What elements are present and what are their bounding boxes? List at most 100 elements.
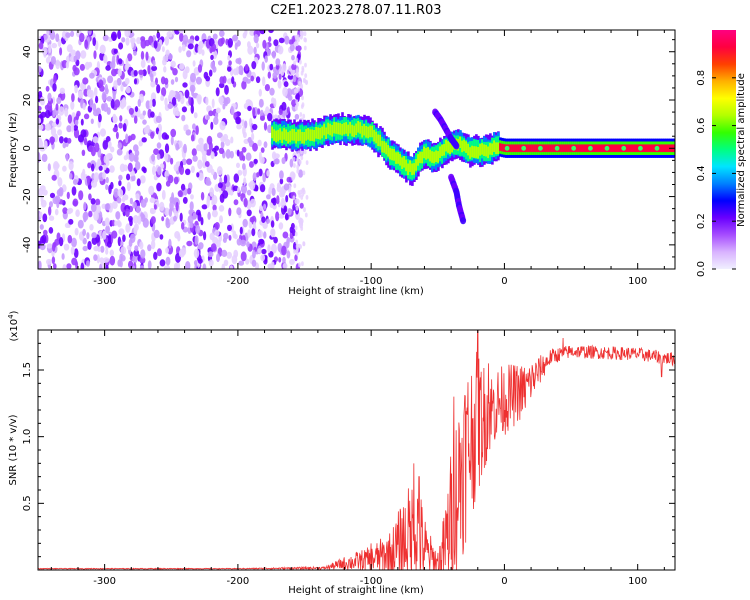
noise-speck bbox=[173, 262, 179, 269]
noise-speck bbox=[164, 77, 169, 85]
noise-speck bbox=[91, 203, 97, 213]
noise-speck bbox=[206, 114, 210, 121]
noise-speck bbox=[39, 224, 44, 230]
noise-speck bbox=[147, 244, 152, 252]
noise-speck bbox=[110, 146, 115, 153]
noise-speck bbox=[133, 115, 138, 124]
noise-speck bbox=[241, 119, 245, 127]
noise-speck bbox=[62, 264, 67, 269]
noise-speck bbox=[288, 39, 294, 45]
ridge-cell bbox=[511, 144, 514, 153]
noise-speck bbox=[171, 97, 177, 106]
ridge-cell bbox=[421, 151, 424, 164]
stable-line-dots bbox=[504, 145, 660, 151]
ridge-cell bbox=[575, 144, 578, 153]
noise-speckle bbox=[38, 30, 304, 269]
noise-speck bbox=[140, 36, 146, 42]
noise-speck bbox=[164, 143, 170, 154]
noise-speck bbox=[142, 119, 147, 125]
noise-speck bbox=[228, 60, 232, 66]
noise-speck bbox=[210, 168, 215, 176]
noise-speck bbox=[166, 31, 173, 38]
noise-speck bbox=[221, 249, 228, 257]
noise-speck bbox=[205, 180, 212, 186]
ridge-cell bbox=[535, 144, 538, 153]
ridge-cell bbox=[321, 126, 324, 139]
noise-speck bbox=[237, 169, 243, 176]
noise-speck bbox=[239, 226, 243, 235]
stable-dot bbox=[554, 145, 560, 151]
noise-speck bbox=[65, 153, 69, 162]
noise-speck bbox=[278, 37, 285, 44]
ridge-cell bbox=[283, 128, 286, 140]
noise-speck bbox=[93, 211, 99, 221]
noise-speck bbox=[272, 197, 277, 206]
noise-speck bbox=[90, 179, 98, 188]
ridge-cell bbox=[295, 131, 298, 144]
lower-branch bbox=[448, 173, 467, 225]
noise-speck bbox=[116, 219, 121, 226]
noise-speck bbox=[170, 60, 176, 68]
noise-speck bbox=[283, 183, 290, 191]
noise-speck bbox=[172, 197, 179, 203]
ridge-cell bbox=[371, 125, 374, 138]
upper-branch bbox=[432, 108, 460, 150]
noise-speck bbox=[247, 45, 254, 55]
ridge-cell bbox=[661, 144, 664, 153]
noise-speck bbox=[185, 261, 191, 269]
noise-speck bbox=[251, 228, 256, 237]
noise-speck bbox=[122, 97, 126, 106]
ridge-cell bbox=[651, 144, 654, 153]
noise-speck bbox=[286, 250, 291, 259]
noise-speck bbox=[273, 39, 279, 47]
noise-speck bbox=[267, 112, 273, 122]
noise-speck bbox=[170, 136, 174, 146]
noise-speck bbox=[115, 211, 121, 220]
noise-speck bbox=[95, 95, 99, 104]
noise-speck bbox=[219, 30, 225, 37]
noise-speck bbox=[153, 40, 158, 49]
noise-speck bbox=[116, 197, 122, 204]
ridge-cell bbox=[581, 144, 584, 153]
noise-speck bbox=[51, 256, 56, 265]
noise-speck bbox=[206, 198, 210, 208]
ridge-cell bbox=[365, 126, 368, 138]
noise-speck bbox=[155, 115, 162, 123]
noise-speck bbox=[43, 140, 48, 150]
noise-speck bbox=[231, 254, 238, 265]
noise-speck bbox=[119, 253, 123, 263]
noise-speck bbox=[227, 55, 231, 61]
ridge-cell bbox=[429, 149, 432, 162]
noise-speck bbox=[47, 92, 52, 102]
noise-speck bbox=[201, 204, 208, 210]
noise-speck bbox=[83, 201, 87, 211]
noise-speck bbox=[269, 87, 275, 96]
noise-speck bbox=[282, 256, 286, 264]
ridge-cell bbox=[625, 144, 628, 153]
noise-speck bbox=[140, 50, 145, 60]
ridge-cell bbox=[375, 131, 378, 144]
noise-speck bbox=[302, 170, 306, 176]
noise-speck bbox=[126, 181, 131, 192]
noise-speck bbox=[52, 83, 57, 92]
noise-speck bbox=[260, 147, 265, 153]
noise-speck bbox=[59, 136, 64, 144]
stable-dot bbox=[588, 145, 593, 151]
noise-speck bbox=[211, 199, 216, 206]
noise-speck bbox=[260, 115, 265, 121]
noise-speck bbox=[151, 65, 158, 72]
ridge-cell bbox=[635, 144, 638, 153]
noise-speck bbox=[233, 173, 239, 183]
noise-speck bbox=[238, 260, 245, 266]
ridge-cell bbox=[319, 128, 322, 140]
noise-speck bbox=[90, 163, 95, 172]
ridge-cell bbox=[451, 140, 454, 153]
noise-speck bbox=[251, 132, 255, 141]
noise-speck bbox=[150, 216, 156, 225]
noise-speck bbox=[153, 204, 157, 210]
noise-speck bbox=[156, 31, 161, 39]
noise-speck bbox=[142, 110, 146, 116]
noise-speck bbox=[118, 180, 122, 187]
noise-speck bbox=[172, 68, 178, 76]
noise-speck bbox=[89, 72, 95, 79]
